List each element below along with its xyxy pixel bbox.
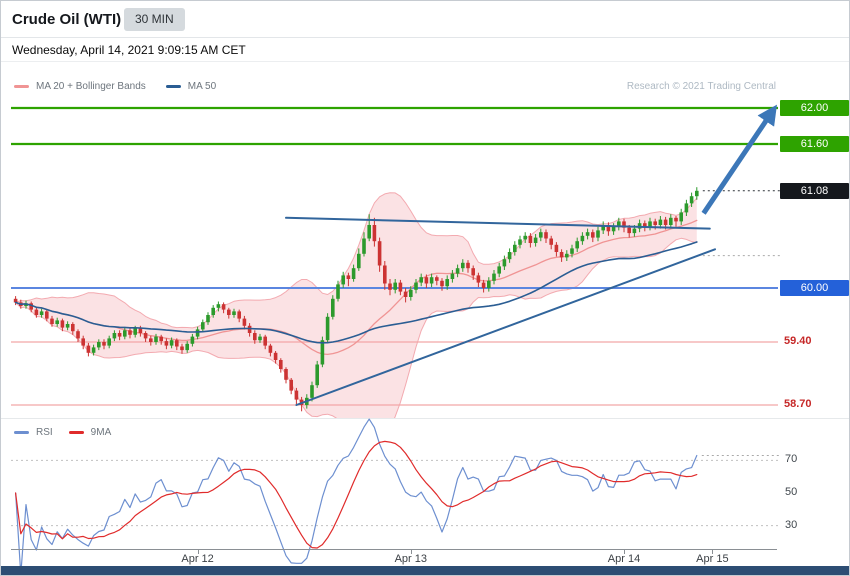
instrument-title: Crude Oil (WTI) xyxy=(12,11,122,28)
rsi-tick-label-70: 70 xyxy=(785,453,798,466)
price-level-label-61.08: 61.08 xyxy=(780,182,849,199)
price-level-label-61.60: 61.60 xyxy=(780,136,849,152)
research-credit: Research © 2021 Trading Central xyxy=(626,81,776,92)
ma20-bollinger-swatch-icon xyxy=(14,85,29,88)
legend-label: MA 20 + Bollinger Bands xyxy=(36,81,146,92)
legend-label: 9MA xyxy=(90,427,112,438)
rsi-legend: RSI 9MA xyxy=(14,427,111,438)
price-level-label-59.40: 59.40 xyxy=(784,335,812,347)
price-chart xyxy=(11,104,780,418)
bottom-bar xyxy=(1,566,849,575)
price-level-label-58.70: 58.70 xyxy=(784,398,812,410)
rsi-line xyxy=(15,418,698,568)
ma50-swatch-icon xyxy=(165,85,181,88)
timeframe-badge: 30 MIN xyxy=(124,8,185,31)
rsi-9ma-swatch-icon xyxy=(68,431,84,434)
ma50-line xyxy=(14,241,698,344)
legend-ma20-bollinger: MA 20 + Bollinger Bands xyxy=(14,81,146,92)
rsi-9ma-line xyxy=(15,440,698,549)
price-level-label-60.00: 60.00 xyxy=(780,280,849,296)
price-level-label-62.00: 62.00 xyxy=(780,100,849,116)
rsi-swatch-icon xyxy=(14,431,29,434)
upper-wedge-trendline xyxy=(285,216,711,230)
bollinger-upper xyxy=(15,192,698,329)
rsi-chart xyxy=(11,418,780,568)
legend-rsi-line: RSI xyxy=(14,427,53,438)
legend-label: RSI xyxy=(36,427,53,438)
breakout-arrow-icon xyxy=(701,104,777,215)
separator xyxy=(1,61,849,62)
separator xyxy=(1,418,849,419)
bollinger-band xyxy=(15,192,697,418)
legend-label: MA 50 xyxy=(187,81,217,92)
bollinger-lower xyxy=(15,237,698,418)
rsi-tick-label-30: 30 xyxy=(785,518,798,531)
legend-ma50: MA 50 xyxy=(165,81,217,92)
rsi-tick-label-50: 50 xyxy=(785,486,798,498)
main-chart-legend: MA 20 + Bollinger Bands MA 50 xyxy=(14,81,216,92)
ascending-support-trendline xyxy=(295,248,716,406)
header: Crude Oil (WTI) 30 MIN xyxy=(1,1,849,38)
legend-rsi-9ma: 9MA xyxy=(68,427,112,438)
chart-datetime: Wednesday, April 14, 2021 9:09:15 AM CET xyxy=(12,43,246,57)
price-axis: 62.00 61.60 61.08 60.00 59.40 58.70 70 50 30 xyxy=(780,1,849,575)
